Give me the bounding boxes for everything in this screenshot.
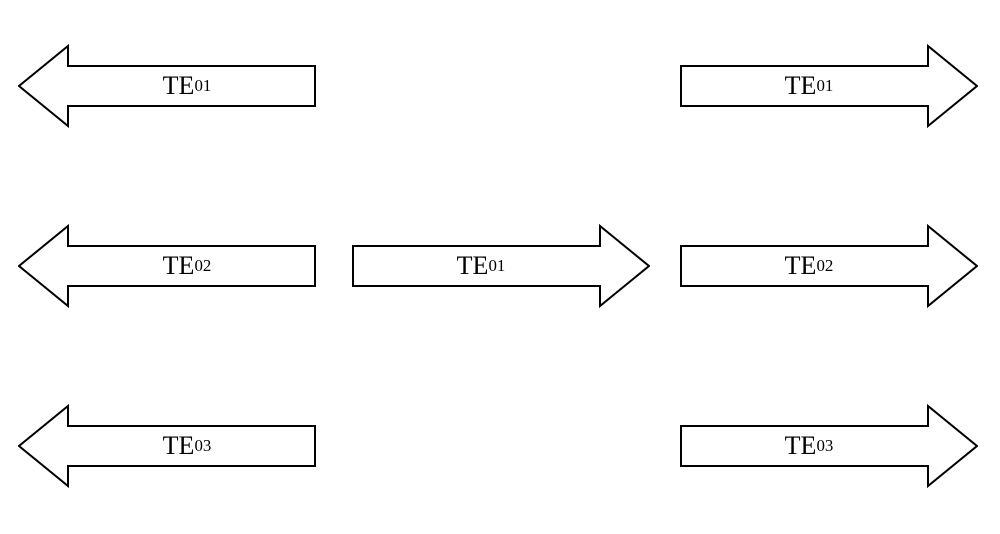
arrow-center-mid: TE01 (352, 222, 650, 310)
arrow-right-mid: TE02 (680, 222, 978, 310)
arrow-left-mid: TE02 (18, 222, 316, 310)
arrow-left-bot: TE03 (18, 402, 316, 490)
arrow-shape-center-mid (352, 222, 650, 310)
arrow-right-bot: TE03 (680, 402, 978, 490)
arrow-left-top: TE01 (18, 42, 316, 130)
arrow-shape-left-top (18, 42, 316, 130)
arrow-shape-left-mid (18, 222, 316, 310)
arrow-shape-right-mid (680, 222, 978, 310)
diagram-canvas: TE01 TE01 TE02 TE01 TE02 TE03 TE03 (0, 0, 1000, 534)
arrow-shape-right-top (680, 42, 978, 130)
arrow-shape-left-bot (18, 402, 316, 490)
arrow-shape-right-bot (680, 402, 978, 490)
arrow-right-top: TE01 (680, 42, 978, 130)
